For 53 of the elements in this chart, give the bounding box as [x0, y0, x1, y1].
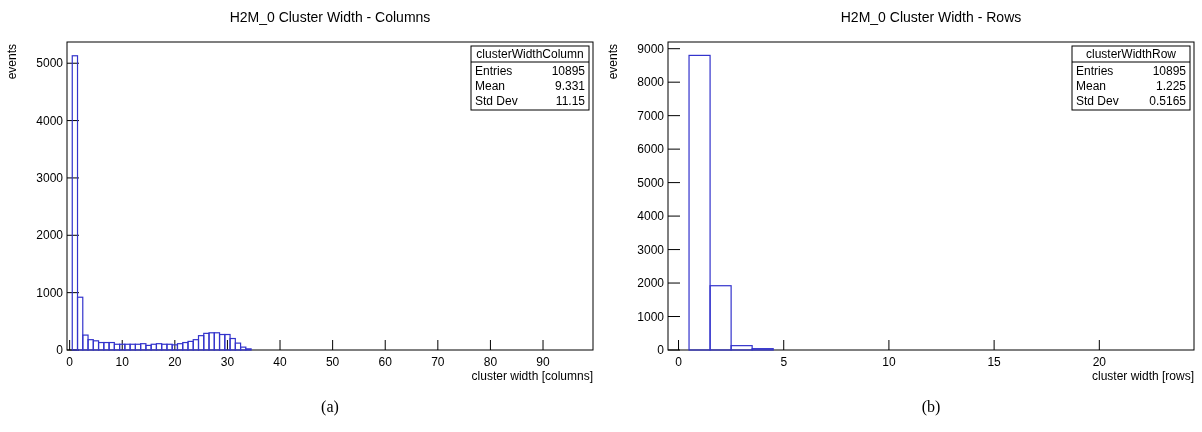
x-tick-label: 40: [273, 355, 288, 369]
y-tick-label: 7000: [637, 108, 665, 123]
x-tick-label: 5: [780, 355, 788, 369]
x-tick-label: 60: [378, 355, 393, 369]
annotation: Mean: [1076, 79, 1107, 93]
annotation: Std Dev: [1076, 94, 1119, 108]
x-tick-label: 0: [675, 355, 683, 369]
annotation: 0.5165: [1149, 94, 1187, 108]
y-tick-label: 5000: [637, 175, 665, 190]
y-tick-label: 0: [657, 343, 665, 357]
annotation: Std Dev: [475, 94, 518, 108]
x-tick-label: 15: [987, 355, 1002, 369]
x-tick-label: 10: [882, 355, 896, 369]
x-axis-title: cluster width [rows]: [1091, 369, 1194, 383]
annotation: Entries: [1076, 64, 1114, 78]
y-tick-label: 2000: [36, 228, 64, 243]
annotation: 1.225: [1155, 79, 1187, 93]
annotation: 11.15: [555, 94, 586, 108]
x-tick-label: 0: [66, 355, 74, 369]
x-tick-label: 10: [115, 355, 130, 369]
text: (a): [321, 398, 339, 416]
y-tick-label: 9000: [637, 41, 665, 56]
annotation: clusterWidthRow: [1085, 47, 1177, 61]
x-tick-label: 20: [168, 355, 182, 369]
annotation: Entries: [475, 64, 513, 78]
y-tick-label: 4000: [637, 209, 665, 224]
x-tick-label: 90: [536, 355, 551, 369]
x-tick-label: 70: [431, 355, 445, 369]
y-tick-label: 1000: [36, 285, 64, 300]
y-tick-label: 1000: [637, 309, 665, 324]
y-tick-label: 3000: [637, 242, 665, 257]
x-tick-label: 30: [220, 355, 235, 369]
y-tick-label: 5000: [36, 56, 64, 71]
y-tick-label: 3000: [36, 170, 64, 185]
annotation: 10895: [551, 64, 586, 78]
y-tick-label: 4000: [36, 113, 64, 128]
x-tick-label: 80: [483, 355, 498, 369]
annotation: 9.331: [554, 79, 586, 93]
text: (b): [921, 398, 941, 416]
x-tick-label: 20: [1092, 355, 1107, 369]
y-tick-label: 2000: [637, 276, 665, 291]
y-axis-title: events: [5, 44, 19, 80]
y-tick-label: 0: [56, 343, 64, 357]
x-tick-label: 50: [325, 355, 340, 369]
y-axis-title: events: [606, 44, 620, 80]
chart-title: H2M_0 Cluster Width - Rows: [840, 9, 1022, 25]
x-axis-title: cluster width [columns]: [471, 369, 593, 383]
annotation: 10895: [1152, 64, 1187, 78]
y-tick-label: 8000: [637, 75, 665, 90]
y-tick-label: 6000: [637, 142, 665, 157]
annotation: clusterWidthColumn: [476, 47, 584, 61]
chart-title: H2M_0 Cluster Width - Columns: [229, 9, 431, 25]
annotation: Mean: [475, 79, 506, 93]
